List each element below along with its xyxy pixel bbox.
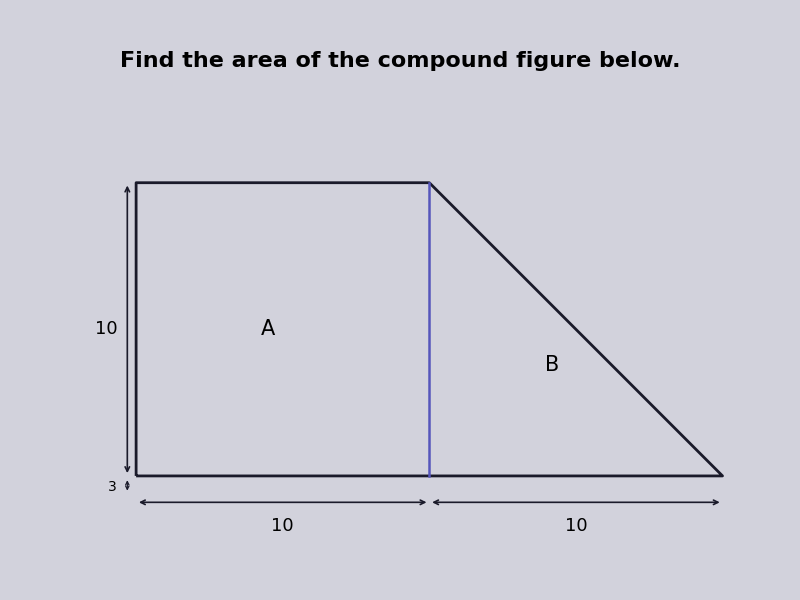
Text: 10: 10 — [565, 517, 587, 535]
Text: 10: 10 — [95, 320, 118, 338]
Text: Find the area of the compound figure below.: Find the area of the compound figure bel… — [120, 51, 680, 71]
Text: B: B — [546, 355, 559, 374]
Text: 3: 3 — [108, 481, 117, 494]
Text: A: A — [261, 319, 275, 340]
Text: 10: 10 — [271, 517, 294, 535]
